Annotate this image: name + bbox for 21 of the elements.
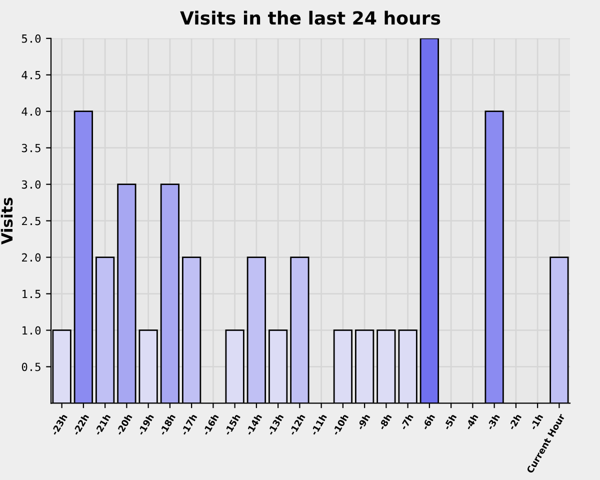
y-tick-label: 2.5 xyxy=(22,216,40,226)
x-tick-label: -9h xyxy=(356,414,370,430)
y-tick-label: 3.0 xyxy=(22,180,41,189)
y-tick-label: 1.0 xyxy=(22,326,41,335)
y-tick-label: 2.0 xyxy=(22,253,41,262)
y-tick-label: 5.0 xyxy=(22,34,41,43)
y-tick-label: 1.5 xyxy=(22,290,40,298)
y-tick-label: 4.0 xyxy=(22,107,41,116)
x-tick-label: -8h xyxy=(378,414,392,430)
y-tick-label: 0.5 xyxy=(22,362,40,372)
y-axis-title: Visits xyxy=(0,198,13,244)
x-tick-label: -2h xyxy=(508,414,522,430)
x-tick-label: -6h xyxy=(421,414,436,430)
chart-title: Visits in the last 24 hours xyxy=(180,10,440,25)
y-tick-label: 3.5 xyxy=(22,144,40,152)
x-tick-label: -3h xyxy=(486,414,500,430)
x-tick-label: -1h xyxy=(530,414,544,430)
x-tick-label: -7h xyxy=(400,414,414,430)
y-tick-label: 4.5 xyxy=(22,71,40,80)
x-tick-label: -4h xyxy=(464,414,478,430)
x-tick-label: -5h xyxy=(443,414,457,430)
